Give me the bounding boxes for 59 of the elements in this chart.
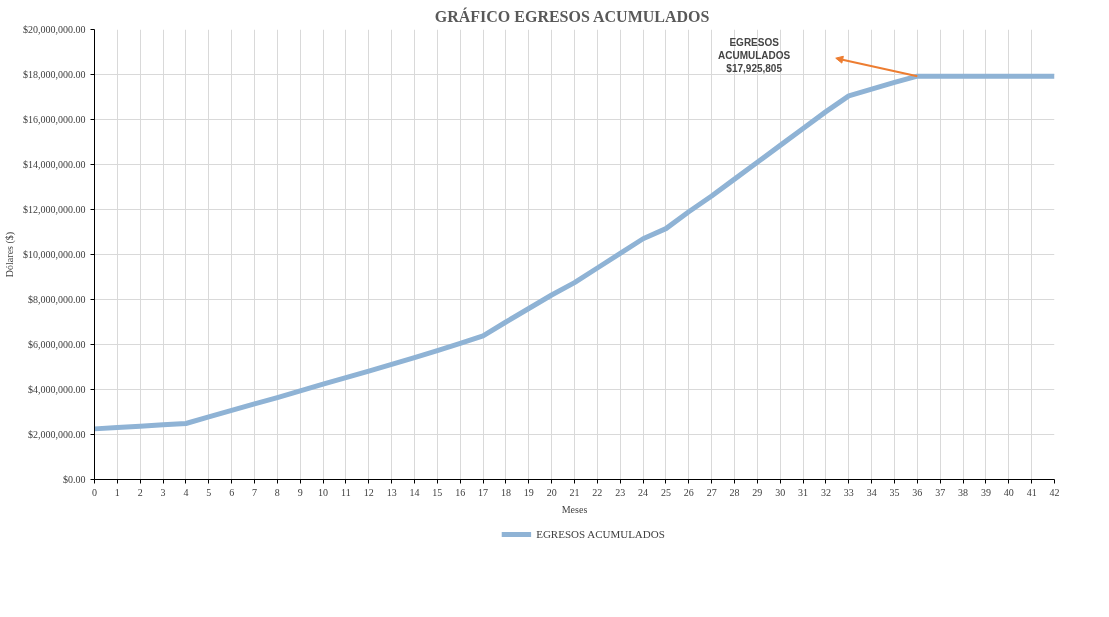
x-tick-label: 24 [638, 486, 649, 498]
y-tick-label: $20,000,000.00 [23, 24, 86, 35]
y-tick-label: $6,000,000.00 [28, 339, 86, 350]
y-tick-label: $8,000,000.00 [28, 294, 86, 305]
x-tick-label: 42 [1049, 486, 1060, 498]
x-tick-label: 33 [843, 486, 854, 498]
x-tick-label: 1 [114, 486, 120, 498]
x-tick-label: 18 [500, 486, 511, 498]
x-tick-label: 25 [660, 486, 671, 498]
x-tick-label: 2 [137, 486, 143, 498]
x-tick-label: 35 [889, 486, 900, 498]
x-tick-label: 38 [958, 486, 969, 498]
x-tick-label: 5 [206, 486, 212, 498]
x-tick-label: 41 [1026, 486, 1037, 498]
x-tick-label: 29 [752, 486, 763, 498]
y-axis-title: Dólares ($) [4, 231, 16, 278]
y-tick-label: $2,000,000.00 [28, 429, 86, 440]
y-tick-label: $18,000,000.00 [23, 69, 86, 80]
x-tick-label: 27 [706, 486, 717, 498]
y-tick-label: $0.00 [63, 474, 86, 485]
x-tick-label: 15 [432, 486, 443, 498]
x-tick-label: 3 [160, 486, 166, 498]
x-tick-label: 26 [683, 486, 694, 498]
x-tick-label: 28 [729, 486, 740, 498]
x-tick-label: 7 [252, 486, 257, 498]
x-tick-label: 12 [363, 486, 374, 498]
x-tick-label: 40 [1003, 486, 1014, 498]
y-tick-label: $14,000,000.00 [23, 159, 86, 170]
x-tick-label: 10 [318, 486, 329, 498]
y-tick-label: $4,000,000.00 [28, 384, 86, 395]
x-tick-label: 16 [455, 486, 466, 498]
y-tick-label: $12,000,000.00 [23, 204, 86, 215]
x-tick-label: 21 [569, 486, 580, 498]
x-tick-label: 19 [523, 486, 534, 498]
x-tick-label: 14 [409, 486, 420, 498]
y-tick-label: $10,000,000.00 [23, 249, 86, 260]
x-tick-label: 4 [183, 486, 189, 498]
x-tick-label: 31 [798, 486, 809, 498]
x-tick-label: 36 [912, 486, 923, 498]
x-tick-label: 34 [866, 486, 877, 498]
x-tick-label: 32 [820, 486, 831, 498]
x-tick-label: 11 [341, 486, 351, 498]
annotation: EGRESOS ACUMULADOS $17,925,805 [718, 37, 791, 75]
x-tick-label: 30 [775, 486, 786, 498]
y-tick-label: $16,000,000.00 [23, 114, 86, 125]
x-tick-label: 23 [615, 486, 626, 498]
x-tick-label: 20 [546, 486, 557, 498]
chart-title: GRÁFICO EGRESOS ACUMULADOS [434, 6, 710, 25]
x-tick-label: 6 [229, 486, 235, 498]
x-tick-label: 17 [478, 486, 489, 498]
x-tick-label: 13 [386, 486, 397, 498]
legend-label: EGRESOS ACUMULADOS [536, 528, 665, 540]
x-tick-label: 0 [92, 486, 97, 498]
x-tick-label: 39 [980, 486, 991, 498]
x-tick-label: 22 [592, 486, 603, 498]
x-tick-label: 8 [274, 486, 280, 498]
x-tick-label: 9 [297, 486, 303, 498]
x-tick-label: 37 [935, 486, 946, 498]
x-axis-title: Meses [561, 503, 588, 515]
